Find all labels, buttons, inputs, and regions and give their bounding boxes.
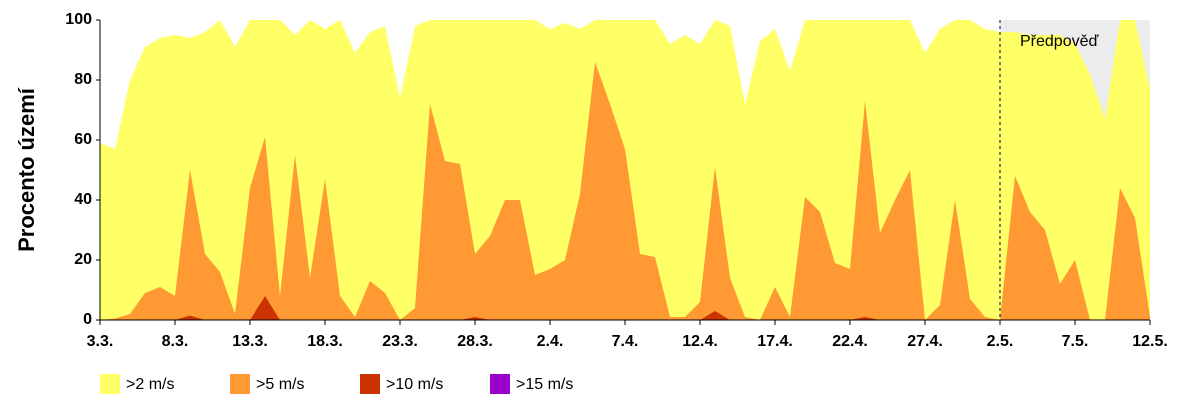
x-tick-label: 23.3. <box>382 333 418 350</box>
x-tick-label: 2.5. <box>987 333 1014 350</box>
x-tick-label: 17.4. <box>757 333 793 350</box>
x-tick-label: 7.5. <box>1062 333 1089 350</box>
y-axis-label: Procento území <box>14 87 39 252</box>
legend-swatch <box>230 374 250 394</box>
y-tick-label: 20 <box>74 251 92 268</box>
x-tick-label: 12.4. <box>682 333 718 350</box>
x-tick-label: 3.3. <box>87 333 114 350</box>
x-tick-label: 2.4. <box>537 333 564 350</box>
legend-label: >10 m/s <box>386 376 443 393</box>
y-tick-label: 100 <box>65 11 92 28</box>
y-tick-label: 80 <box>74 71 92 88</box>
x-tick-label: 7.4. <box>612 333 639 350</box>
x-tick-label: 8.3. <box>162 333 189 350</box>
legend-label: >2 m/s <box>126 376 174 393</box>
annotation: Předpověď <box>1020 33 1098 50</box>
x-tick-label: 28.3. <box>457 333 493 350</box>
legend-label: >5 m/s <box>256 376 304 393</box>
legend-label: >15 m/s <box>516 376 573 393</box>
y-tick-label: 0 <box>83 311 92 328</box>
y-tick-label: 40 <box>74 191 92 208</box>
x-tick-label: 22.4. <box>832 333 868 350</box>
legend-swatch <box>100 374 120 394</box>
x-tick-label: 18.3. <box>307 333 343 350</box>
y-tick-label: 60 <box>74 131 92 148</box>
legend-swatch <box>490 374 510 394</box>
legend-swatch <box>360 374 380 394</box>
x-tick-label: 12.5. <box>1132 333 1168 350</box>
x-tick-label: 27.4. <box>907 333 943 350</box>
area <box>100 62 1150 320</box>
x-tick-label: 13.3. <box>232 333 268 350</box>
